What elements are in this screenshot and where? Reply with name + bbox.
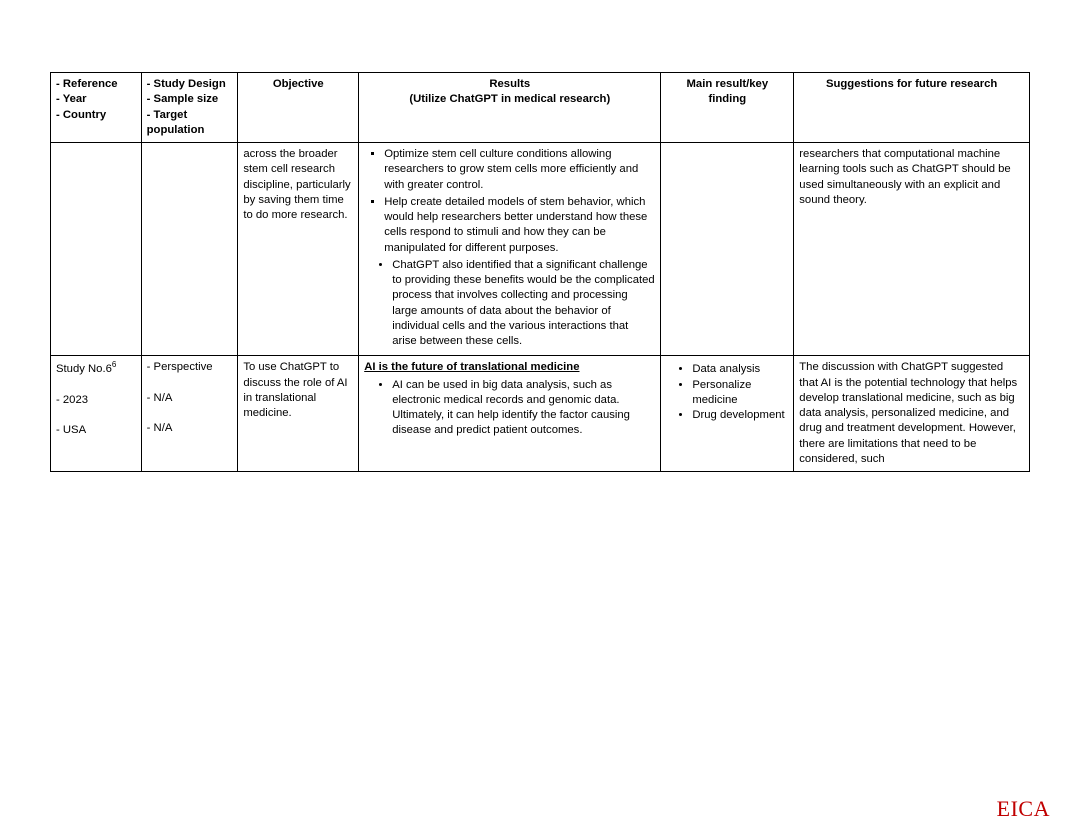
result-item: Help create detailed models of stem beha… [384, 195, 655, 256]
cell-design: - Perspective - N/A - N/A [141, 356, 238, 472]
result-item: ChatGPT also identified that a significa… [392, 258, 655, 350]
header-row: - Reference - Year - Country - Study Des… [51, 73, 1030, 143]
cell-reference: Study No.66 - 2023 - USA [51, 356, 142, 472]
header-design: - Study Design - Sample size - Target po… [141, 73, 238, 143]
result-item: AI can be used in big data analysis, suc… [392, 378, 655, 439]
cell-reference [51, 143, 142, 356]
table-row: Study No.66 - 2023 - USA - Perspective -… [51, 356, 1030, 472]
header-finding: Main result/key finding [661, 73, 794, 143]
cell-results: Optimize stem cell culture conditions al… [359, 143, 661, 356]
cell-suggestion: The discussion with ChatGPT suggested th… [794, 356, 1030, 472]
header-reference: - Reference - Year - Country [51, 73, 142, 143]
header-suggestions: Suggestions for future research [794, 73, 1030, 143]
cell-results: AI is the future of translational medici… [359, 356, 661, 472]
cell-objective: To use ChatGPT to discuss the role of AI… [238, 356, 359, 472]
cell-finding: Data analysis Personalize medicine Drug … [661, 356, 794, 472]
cell-finding [661, 143, 794, 356]
header-objective: Objective [238, 73, 359, 143]
results-title: AI is the future of translational medici… [364, 361, 579, 373]
finding-item: Data analysis [692, 362, 788, 377]
cell-design [141, 143, 238, 356]
result-item: Optimize stem cell culture conditions al… [384, 147, 655, 193]
footer-watermark: EICA [997, 796, 1050, 822]
header-results: Results (Utilize ChatGPT in medical rese… [359, 73, 661, 143]
finding-item: Drug development [692, 408, 788, 423]
table-row: across the broader stem cell research di… [51, 143, 1030, 356]
finding-item: Personalize medicine [692, 378, 788, 409]
studies-table: - Reference - Year - Country - Study Des… [50, 72, 1030, 472]
cell-suggestion: researchers that computational machine l… [794, 143, 1030, 356]
cell-objective: across the broader stem cell research di… [238, 143, 359, 356]
